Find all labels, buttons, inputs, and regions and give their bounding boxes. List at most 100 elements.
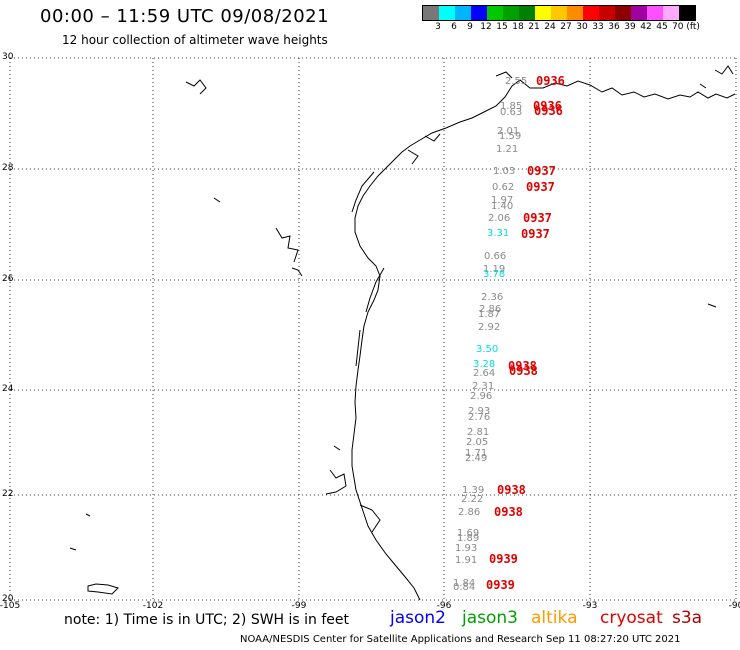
colorbar-swatch [535, 6, 551, 20]
colorbar-swatch [647, 6, 663, 20]
longitude-label: -102 [142, 601, 164, 611]
wave-height-value: 0.63 [500, 107, 523, 118]
wave-height-value: 2.81 [467, 427, 490, 438]
wave-height-value: 1.40 [491, 201, 514, 212]
colorbar-tick-label: 21 [528, 22, 540, 32]
wave-height-value: 2.86 [479, 304, 502, 315]
map-subtitle: 12 hour collection of altimeter wave hei… [62, 33, 328, 47]
wave-height-value: 2.76 [468, 412, 491, 423]
wave-height-colorbar [422, 5, 696, 21]
wave-height-value: 1.93 [455, 543, 478, 554]
colorbar-swatch [583, 6, 599, 20]
wave-height-value: 1.03 [493, 166, 516, 177]
colorbar-swatch [663, 6, 679, 20]
satellite-legend-altika: altika [531, 608, 578, 628]
longitude-label: -99 [291, 601, 307, 611]
wave-height-value: 2.36 [481, 292, 504, 303]
colorbar-tick-labels: 3 6 9 12 15 18 21 24 27 30 33 36 39 42 45 70 (ft) [422, 22, 740, 34]
colorbar-tick-label: 3 [435, 22, 441, 32]
colorbar-tick-label: 9 [467, 22, 473, 32]
longitude-label: -90 [728, 601, 740, 611]
colorbar-tick-label: 6 [451, 22, 457, 32]
colorbar-swatch [455, 6, 471, 20]
wave-height-value: 1.21 [496, 144, 519, 155]
colorbar-swatch [615, 6, 631, 20]
wave-height-value: 1.87 [478, 309, 501, 320]
wave-height-value: 2.93 [468, 406, 491, 417]
satellite-legend-cryosat: cryosat [600, 608, 663, 628]
wave-height-value: 2.31 [472, 381, 495, 392]
longitude-label: -96 [436, 601, 452, 611]
longitude-label: -93 [582, 601, 598, 611]
wave-height-value: 0.62 [492, 182, 515, 193]
wave-height-value: 2.86 [458, 507, 481, 518]
pass-time-label: 0936 [534, 104, 563, 118]
colorbar-swatch [631, 6, 647, 20]
pass-time-label: 0939 [486, 578, 515, 592]
pass-time-label: 0938 [508, 359, 537, 373]
wave-height-value: 1.71 [465, 448, 488, 459]
wave-height-value: 3.31 [487, 228, 510, 239]
colorbar-tick-label: 27 [560, 22, 572, 32]
wave-height-value: 1.19 [483, 264, 506, 275]
footer-note: note: 1) Time is in UTC; 2) SWH is in fe… [64, 612, 350, 628]
wave-height-value: 1.39 [462, 485, 485, 496]
pass-time-label: 0939 [489, 552, 518, 566]
colorbar-tick-label: 45 [656, 22, 668, 32]
satellite-legend-jason2: jason2 [390, 608, 446, 628]
wave-height-value: 2.05 [466, 437, 489, 448]
colorbar-swatch [519, 6, 535, 20]
pass-time-label: 0938 [497, 483, 526, 497]
satellite-legend-s3a: s3a [672, 608, 703, 628]
colorbar-tick-label: 24 [544, 22, 556, 32]
pass-time-label: 0937 [526, 180, 555, 194]
colorbar-swatch [679, 6, 695, 20]
lat-lon-grid [9, 57, 737, 601]
pass-time-label: 0937 [521, 227, 550, 241]
pass-time-label: 0936 [536, 74, 565, 88]
colorbar-swatch [503, 6, 519, 20]
coastline [69, 65, 736, 601]
wave-height-value: 1.84 [453, 578, 476, 589]
colorbar-tick-label: 36 [608, 22, 620, 32]
pass-time-label: 0936 [533, 99, 562, 113]
wave-height-value: 1.89 [457, 533, 480, 544]
map-title: 00:00 – 11:59 UTC 09/08/2021 [40, 6, 330, 27]
latitude-label: 26 [2, 274, 14, 284]
longitude-label: -105 [0, 601, 21, 611]
colorbar-tick-label: 39 [624, 22, 636, 32]
colorbar-swatch [439, 6, 455, 20]
latitude-label: 20 [2, 594, 14, 604]
colorbar-tick-label: 70 (ft) [672, 22, 700, 32]
colorbar-tick-label: 18 [512, 22, 524, 32]
latitude-label: 24 [2, 384, 14, 394]
wave-height-value: 1.59 [499, 131, 522, 142]
wave-height-value: 2.92 [478, 322, 501, 333]
wave-height-value: 3.50 [476, 344, 499, 355]
colorbar-tick-label: 42 [640, 22, 652, 32]
colorbar-swatch [487, 6, 503, 20]
colorbar-tick-label: 12 [480, 22, 492, 32]
satellite-legend-jason3: jason3 [462, 608, 518, 628]
wave-height-value: 2.06 [488, 213, 511, 224]
wave-height-value: 2.01 [497, 126, 520, 137]
wave-height-value: 1.69 [457, 528, 480, 539]
pass-time-label: 0937 [523, 211, 552, 225]
wave-height-value: 1.97 [491, 195, 514, 206]
wave-height-value: 2.96 [470, 391, 493, 402]
pass-time-label: 0938 [509, 364, 538, 378]
colorbar-swatch [551, 6, 567, 20]
latitude-label: 30 [2, 52, 14, 62]
wave-height-value: 2.49 [465, 453, 488, 464]
wave-height-value: 1.85 [500, 101, 523, 112]
latitude-label: 28 [2, 163, 14, 173]
pass-time-label: 0937 [527, 164, 556, 178]
wave-height-value: 0.66 [484, 251, 507, 262]
wave-height-value: 2.55 [505, 76, 528, 87]
wave-height-value: 3.28 [473, 359, 496, 370]
colorbar-tick-label: 30 [576, 22, 588, 32]
colorbar-swatch [567, 6, 583, 20]
colorbar-swatch [423, 6, 439, 20]
wave-height-value: 2.64 [473, 368, 496, 379]
